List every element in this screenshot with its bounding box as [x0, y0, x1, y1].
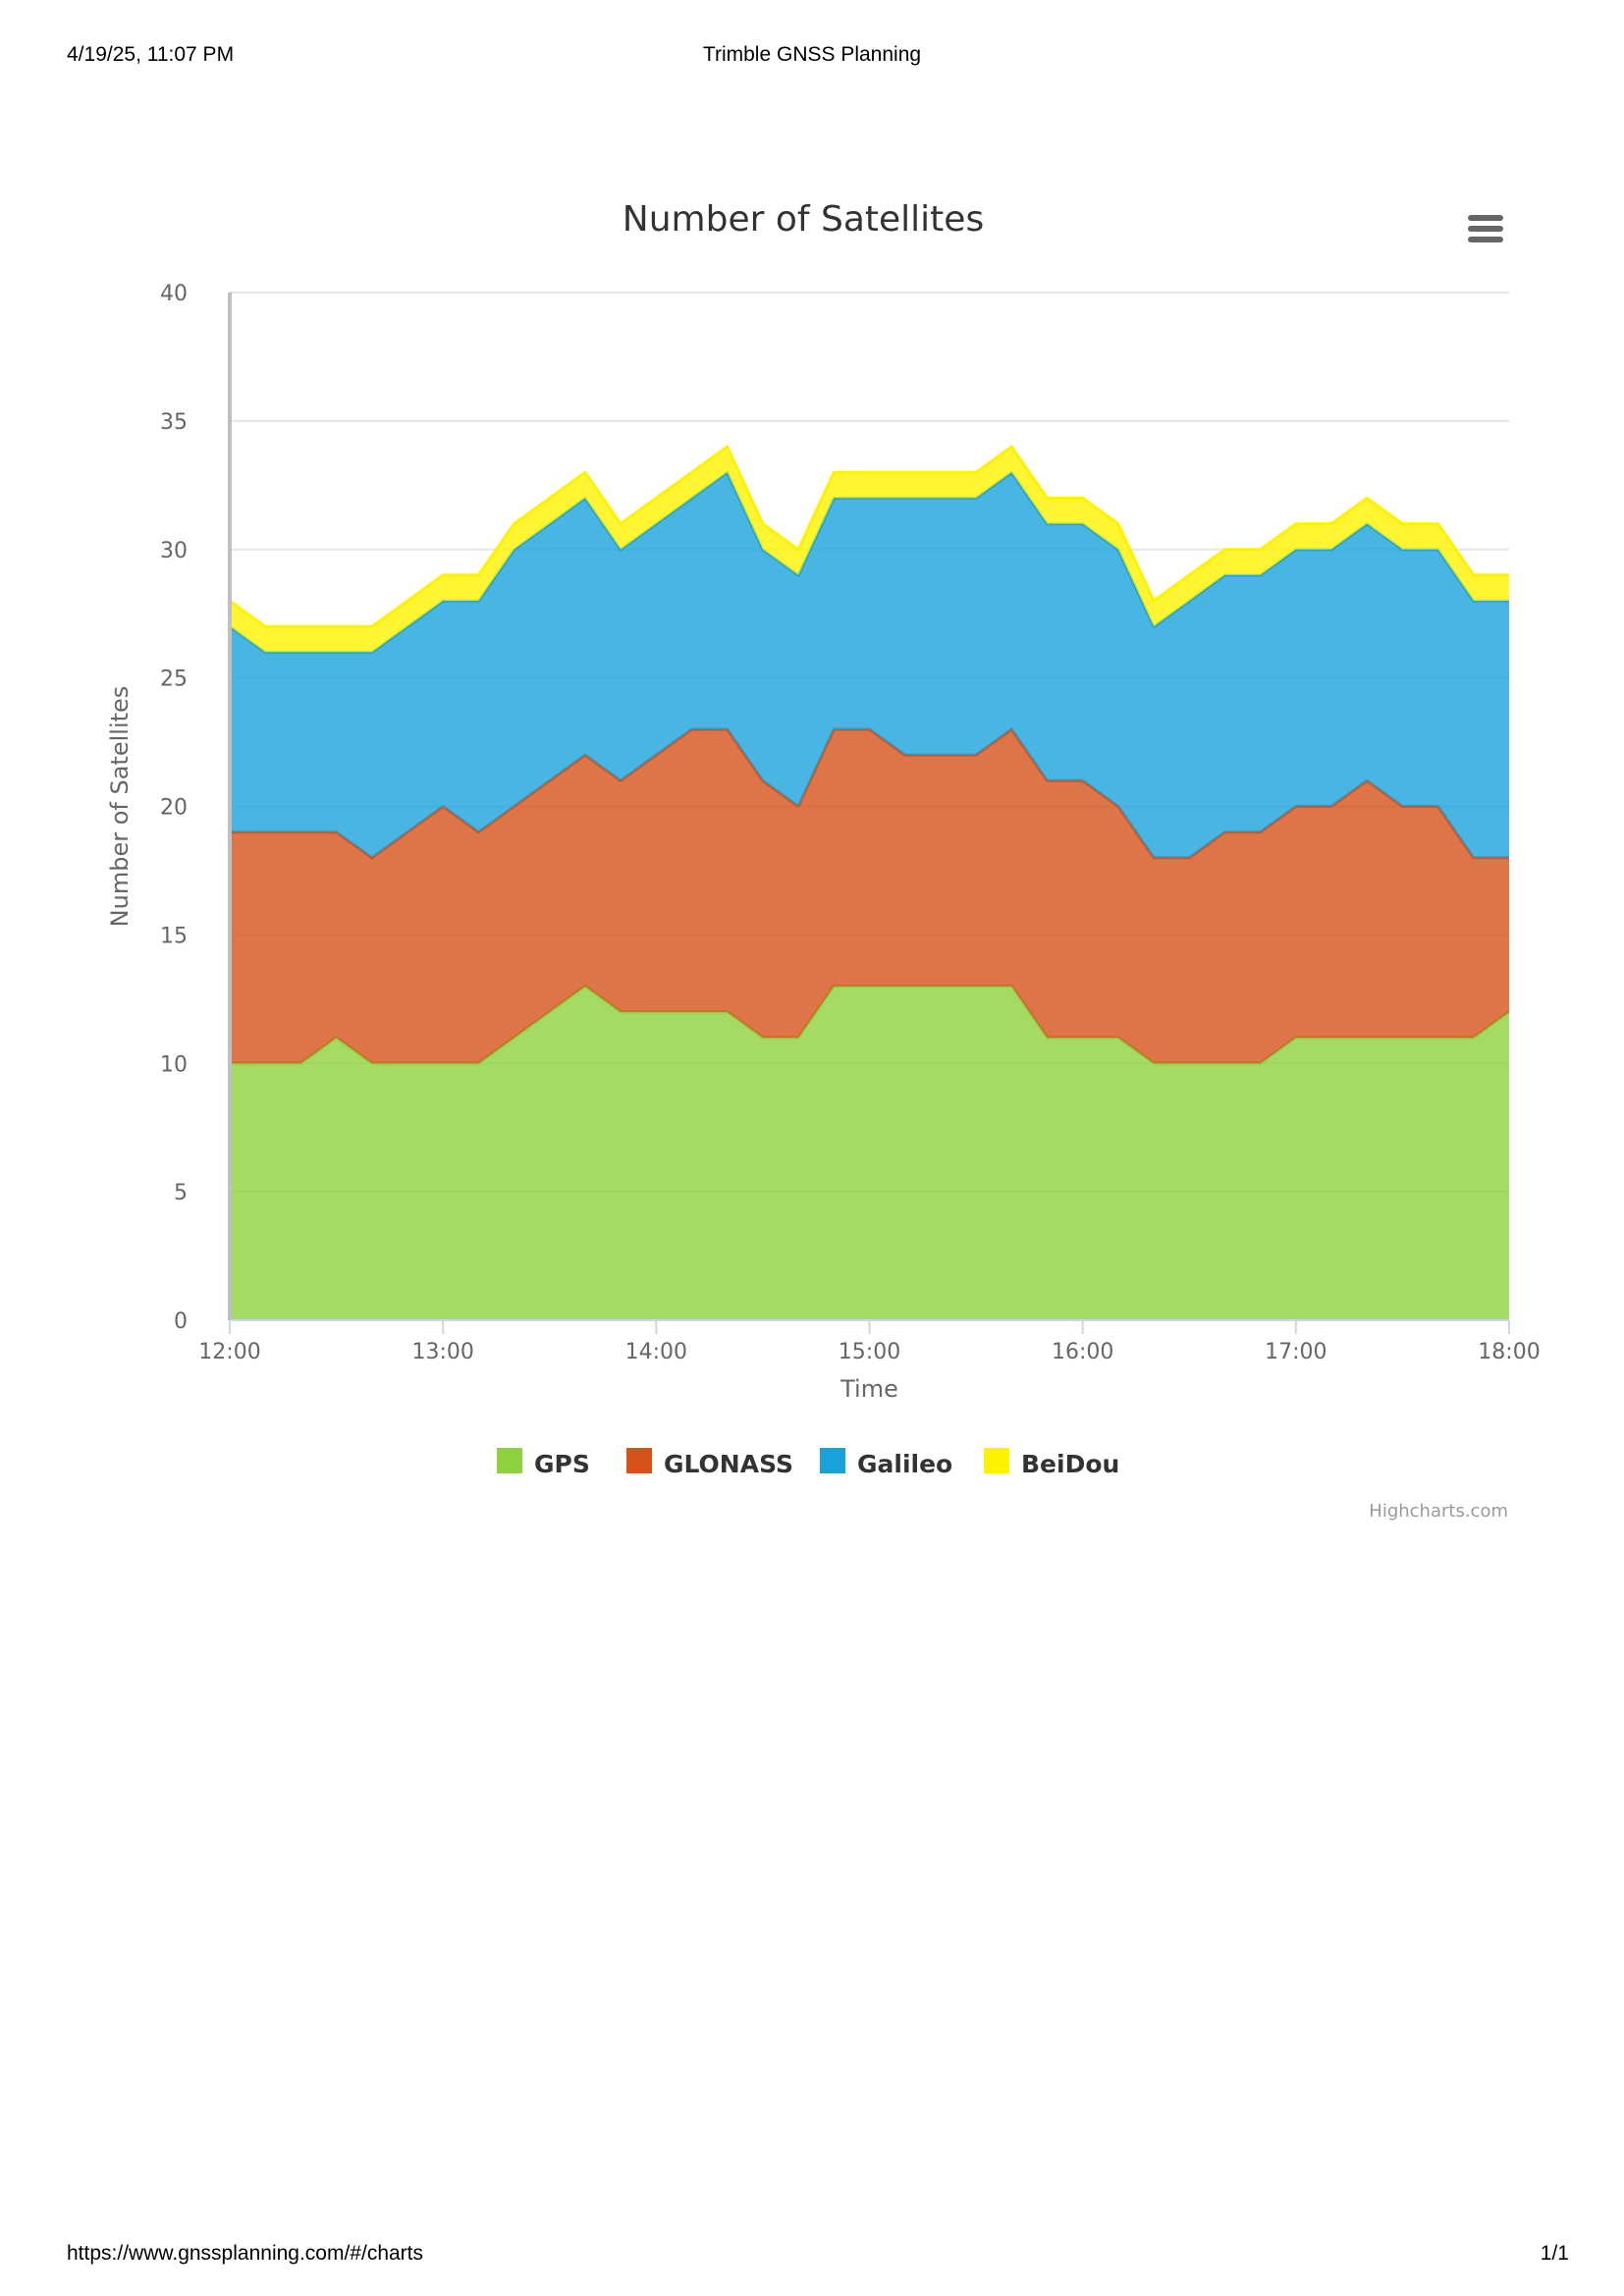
print-date: 4/19/25, 11:07 PM: [67, 43, 235, 66]
hamburger-menu-icon: [1468, 215, 1503, 242]
legend-label: GPS: [534, 1450, 590, 1478]
legend-swatch: [820, 1448, 845, 1473]
legend: GPS GLONASS Galileo BeiDou: [497, 1448, 1119, 1478]
satellite-chart: Number of Satellites 0 5 10 15 20 25 30 35 40 12:…: [106, 199, 1541, 1522]
x-tick-label: 17:00: [1265, 1340, 1326, 1364]
series-area-glonass[interactable]: [230, 729, 1509, 1064]
chart-menu-button[interactable]: [1461, 206, 1510, 255]
print-page-title: Trimble GNSS Planning: [702, 43, 922, 66]
plot-areas: [229, 445, 1510, 1320]
x-axis-title: Time: [839, 1375, 898, 1403]
credits-link[interactable]: Highcharts.com: [1369, 1501, 1508, 1522]
x-tick-label: 13:00: [411, 1340, 473, 1364]
legend-item-beidou[interactable]: BeiDou: [984, 1448, 1119, 1478]
legend-swatch: [497, 1448, 522, 1473]
legend-label: Galileo: [857, 1450, 952, 1478]
y-tick-label: 5: [174, 1181, 188, 1205]
print-page-number: 1/1: [1540, 2242, 1569, 2265]
series-area-galileo[interactable]: [230, 472, 1509, 858]
y-tick-label: 40: [160, 282, 188, 306]
legend-swatch: [626, 1448, 652, 1473]
series-area-gps[interactable]: [230, 986, 1509, 1320]
legend-item-galileo[interactable]: Galileo: [820, 1448, 952, 1478]
legend-label: GLONASS: [664, 1450, 793, 1478]
x-tick-label: 12:00: [198, 1340, 260, 1364]
x-tick-label: 14:00: [625, 1340, 687, 1364]
y-tick-label: 15: [160, 924, 188, 948]
y-tick-label: 0: [174, 1309, 188, 1334]
y-tick-label: 35: [160, 410, 188, 435]
y-tick-label: 20: [160, 796, 188, 821]
legend-swatch: [984, 1448, 1009, 1473]
legend-label: BeiDou: [1021, 1450, 1119, 1478]
x-tick-label: 18:00: [1478, 1340, 1540, 1364]
x-tick-label: 15:00: [839, 1340, 900, 1364]
axes: 0 5 10 15 20 25 30 35 40 12:00 13:00 14:00 15:00 16:0…: [106, 282, 1541, 1403]
print-url: https://www.gnssplanning.com/#/charts: [67, 2242, 424, 2265]
y-tick-label: 10: [160, 1052, 188, 1077]
series-line-beidou: [229, 445, 1509, 628]
legend-item-gps[interactable]: GPS: [497, 1448, 590, 1478]
legend-item-glonass[interactable]: GLONASS: [626, 1448, 793, 1478]
y-tick-label: 30: [160, 539, 188, 563]
chart-title: Number of Satellites: [623, 199, 984, 240]
x-tick-label: 16:00: [1052, 1340, 1113, 1364]
y-tick-label: 25: [160, 667, 188, 692]
series-area-beidou[interactable]: [230, 447, 1509, 653]
y-axis-title: Number of Satellites: [106, 686, 134, 928]
